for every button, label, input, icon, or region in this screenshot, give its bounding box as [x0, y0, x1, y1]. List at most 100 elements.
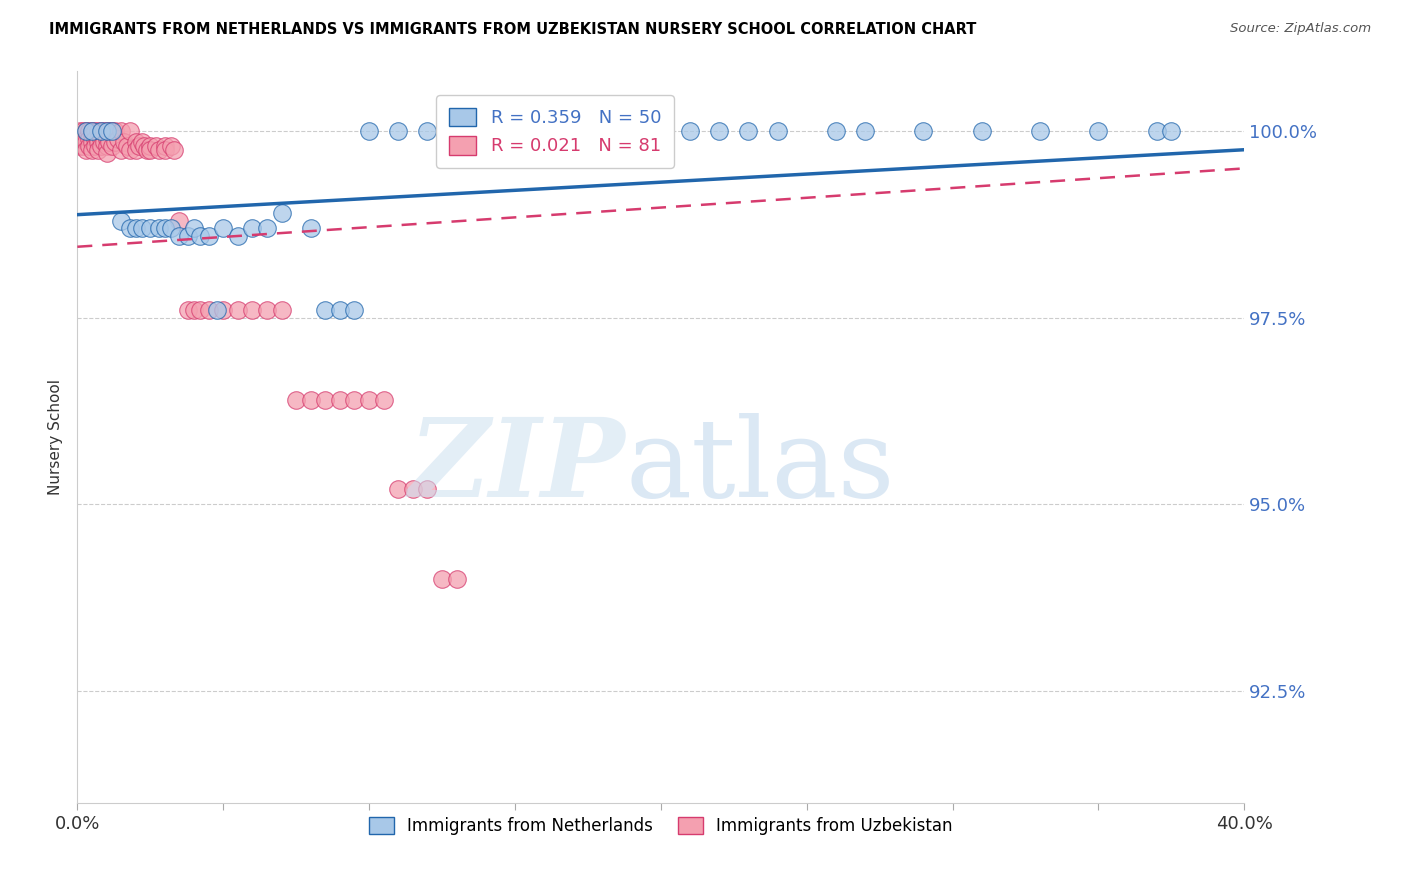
Point	[183, 221, 205, 235]
Point	[329, 392, 352, 407]
Point	[153, 143, 176, 157]
Point	[1029, 124, 1052, 138]
Point	[104, 135, 127, 149]
Point	[970, 124, 993, 138]
Point	[139, 221, 162, 235]
Point	[80, 135, 103, 149]
Point	[101, 124, 124, 138]
Point	[134, 139, 156, 153]
Point	[98, 124, 121, 138]
Point	[177, 303, 200, 318]
Point	[93, 135, 115, 149]
Point	[75, 124, 97, 138]
Point	[72, 131, 94, 145]
Point	[1146, 124, 1168, 138]
Point	[343, 303, 366, 318]
Point	[212, 221, 235, 235]
Point	[101, 139, 124, 153]
Point	[90, 131, 112, 145]
Point	[650, 124, 672, 138]
Point	[124, 221, 148, 235]
Point	[183, 303, 205, 318]
Point	[104, 124, 127, 138]
Point	[118, 221, 141, 235]
Point	[110, 143, 132, 157]
Point	[96, 124, 118, 138]
Point	[226, 228, 249, 243]
Point	[169, 228, 191, 243]
Point	[153, 139, 176, 153]
Legend: Immigrants from Netherlands, Immigrants from Uzbekistan: Immigrants from Netherlands, Immigrants …	[363, 811, 959, 842]
Point	[343, 392, 366, 407]
Point	[148, 221, 170, 235]
Point	[416, 483, 439, 497]
Point	[75, 135, 97, 149]
Point	[87, 131, 110, 145]
Point	[87, 124, 110, 138]
Point	[159, 139, 181, 153]
Text: atlas: atlas	[626, 413, 896, 520]
Point	[136, 143, 159, 157]
Point	[766, 124, 789, 138]
Point	[96, 139, 118, 153]
Point	[80, 124, 103, 138]
Point	[162, 143, 184, 157]
Point	[475, 124, 498, 138]
Point	[83, 131, 105, 145]
Point	[177, 228, 200, 243]
Point	[83, 124, 105, 138]
Point	[533, 124, 555, 138]
Point	[387, 124, 409, 138]
Point	[503, 124, 526, 138]
Point	[270, 303, 292, 318]
Point	[90, 124, 112, 138]
Point	[139, 139, 162, 153]
Point	[285, 392, 308, 407]
Text: IMMIGRANTS FROM NETHERLANDS VS IMMIGRANTS FROM UZBEKISTAN NURSERY SCHOOL CORRELA: IMMIGRANTS FROM NETHERLANDS VS IMMIGRANT…	[49, 22, 977, 37]
Point	[197, 228, 219, 243]
Point	[357, 392, 380, 407]
Point	[387, 483, 409, 497]
Point	[110, 213, 132, 227]
Point	[112, 135, 135, 149]
Point	[314, 303, 336, 318]
Point	[69, 124, 91, 138]
Point	[169, 213, 191, 227]
Point	[416, 124, 439, 138]
Point	[188, 303, 211, 318]
Point	[77, 139, 100, 153]
Point	[314, 392, 336, 407]
Text: Source: ZipAtlas.com: Source: ZipAtlas.com	[1230, 22, 1371, 36]
Point	[212, 303, 235, 318]
Point	[118, 124, 141, 138]
Point	[83, 139, 105, 153]
Point	[853, 124, 876, 138]
Point	[128, 139, 150, 153]
Point	[98, 135, 121, 149]
Point	[240, 221, 263, 235]
Point	[115, 139, 138, 153]
Point	[188, 228, 211, 243]
Point	[207, 303, 229, 318]
Point	[256, 221, 278, 235]
Point	[709, 124, 731, 138]
Point	[124, 135, 148, 149]
Point	[679, 124, 702, 138]
Point	[96, 131, 118, 145]
Point	[131, 135, 153, 149]
Point	[226, 303, 249, 318]
Point	[329, 303, 352, 318]
Point	[118, 143, 141, 157]
Point	[592, 124, 614, 138]
Point	[912, 124, 935, 138]
Point	[90, 124, 112, 138]
Point	[101, 124, 124, 138]
Point	[77, 131, 100, 145]
Point	[139, 143, 162, 157]
Point	[148, 143, 170, 157]
Point	[124, 143, 148, 157]
Point	[153, 221, 176, 235]
Point	[446, 124, 468, 138]
Point	[270, 206, 292, 220]
Point	[107, 131, 129, 145]
